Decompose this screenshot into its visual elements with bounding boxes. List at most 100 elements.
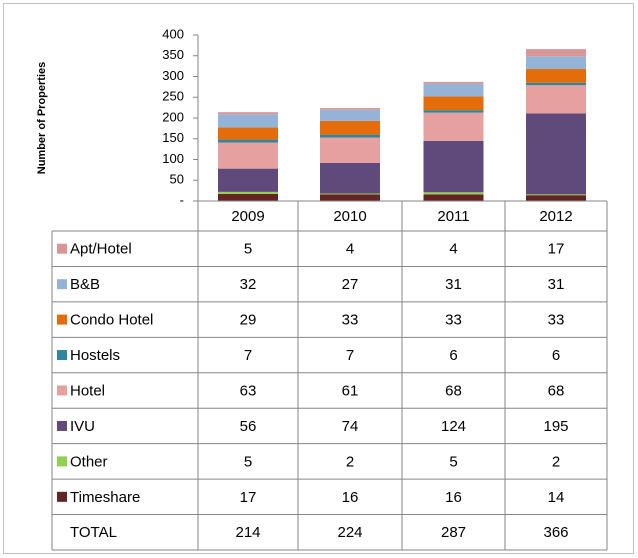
bar-segment [423,112,484,141]
bar-segment [526,49,586,57]
bar-segment [218,139,278,143]
table-value: 195 [543,418,568,435]
table-value: 5 [449,453,457,470]
y-tick-label: - [180,192,184,207]
y-tick-label: 300 [162,68,184,83]
bar-segment [320,193,380,195]
legend-label: IVU [70,418,95,435]
bar-segment [423,81,484,84]
table-value: 68 [548,382,565,399]
bar-segment [526,69,586,83]
total-value: 224 [337,524,362,541]
bar-segment [320,120,380,135]
bar-segment [423,140,484,193]
table-value: 32 [240,276,257,293]
legend-key [57,491,67,502]
legend-key [57,420,67,431]
legend-key [57,350,67,361]
total-value: 214 [235,524,260,541]
bar-segment [218,142,278,169]
bar-segment [218,112,278,115]
bar-segment [320,162,380,194]
table-value: 5 [244,241,252,258]
table-value: 74 [342,418,359,435]
table-value: 7 [346,347,354,364]
legend-key [57,385,67,396]
y-axis-label: Number of Properties [36,62,48,174]
bar-segment [526,195,586,201]
y-tick-label: 250 [162,89,184,104]
table-value: 29 [240,312,257,329]
legend-label: Hostels [70,347,120,364]
y-tick-label: 350 [162,47,184,62]
table-value: 124 [441,418,466,435]
bar-segment [526,82,586,86]
bar-segment [218,127,278,140]
legend-label: Condo Hotel [70,312,153,329]
table-value: 5 [244,453,252,470]
legend-label: B&B [70,276,100,293]
x-tick-label: 2009 [231,208,264,225]
table-value: 31 [548,276,565,293]
table-value: 56 [240,418,257,435]
bar-segment [320,134,380,138]
total-value: 366 [543,524,568,541]
bar-segment [423,194,484,201]
bar-segment [320,194,380,201]
bar-segment [526,113,586,195]
table-value: 33 [548,312,565,329]
table-value: 6 [449,347,457,364]
y-tick-label: 100 [162,151,184,166]
table-value: 2 [346,453,354,470]
table-value: 33 [445,312,462,329]
bar-segment [218,193,278,201]
bar-segment [423,192,484,195]
x-tick-label: 2011 [437,208,469,225]
table-value: 4 [449,241,457,258]
bar-segment [218,168,278,192]
legend-key [57,279,67,290]
y-tick-label: 400 [162,26,184,41]
table-value: 31 [445,276,462,293]
legend-label: Other [70,453,108,470]
table-value: 2 [552,453,560,470]
bar-segment [320,108,380,110]
total-label: TOTAL [70,524,117,541]
total-value: 287 [441,524,466,541]
bar-segment [218,191,278,194]
bar-segment [526,56,586,70]
table-value: 4 [346,241,354,258]
legend-key [57,314,67,325]
legend-label: Hotel [70,382,105,399]
table-value: 16 [342,489,359,506]
y-tick-label: 150 [162,130,184,145]
table-value: 17 [548,241,565,258]
legend-label: Timeshare [70,489,140,506]
legend-key [57,456,67,467]
bar-segment [423,110,484,113]
table-value: 27 [342,276,359,293]
bar-segment [320,109,380,121]
y-tick-label: 200 [162,109,184,124]
table-value: 6 [552,347,560,364]
table-value: 68 [445,382,462,399]
legend-label: Apt/Hotel [70,241,132,258]
x-tick-label: 2010 [333,208,366,225]
bar-segment [423,83,484,97]
table-value: 63 [240,382,257,399]
table-value: 16 [445,489,462,506]
bar-segment [218,114,278,128]
bar-segment [423,96,484,111]
x-tick-label: 2012 [539,208,572,225]
table-value: 33 [342,312,359,329]
y-tick-label: 50 [170,172,184,187]
table-value: 61 [342,382,359,399]
table-value: 17 [240,489,257,506]
table-value: 14 [548,489,565,506]
table-value: 7 [244,347,252,364]
bar-segment [320,137,380,163]
legend-key [57,243,67,254]
bar-segment [526,194,586,196]
bar-segment [526,85,586,114]
